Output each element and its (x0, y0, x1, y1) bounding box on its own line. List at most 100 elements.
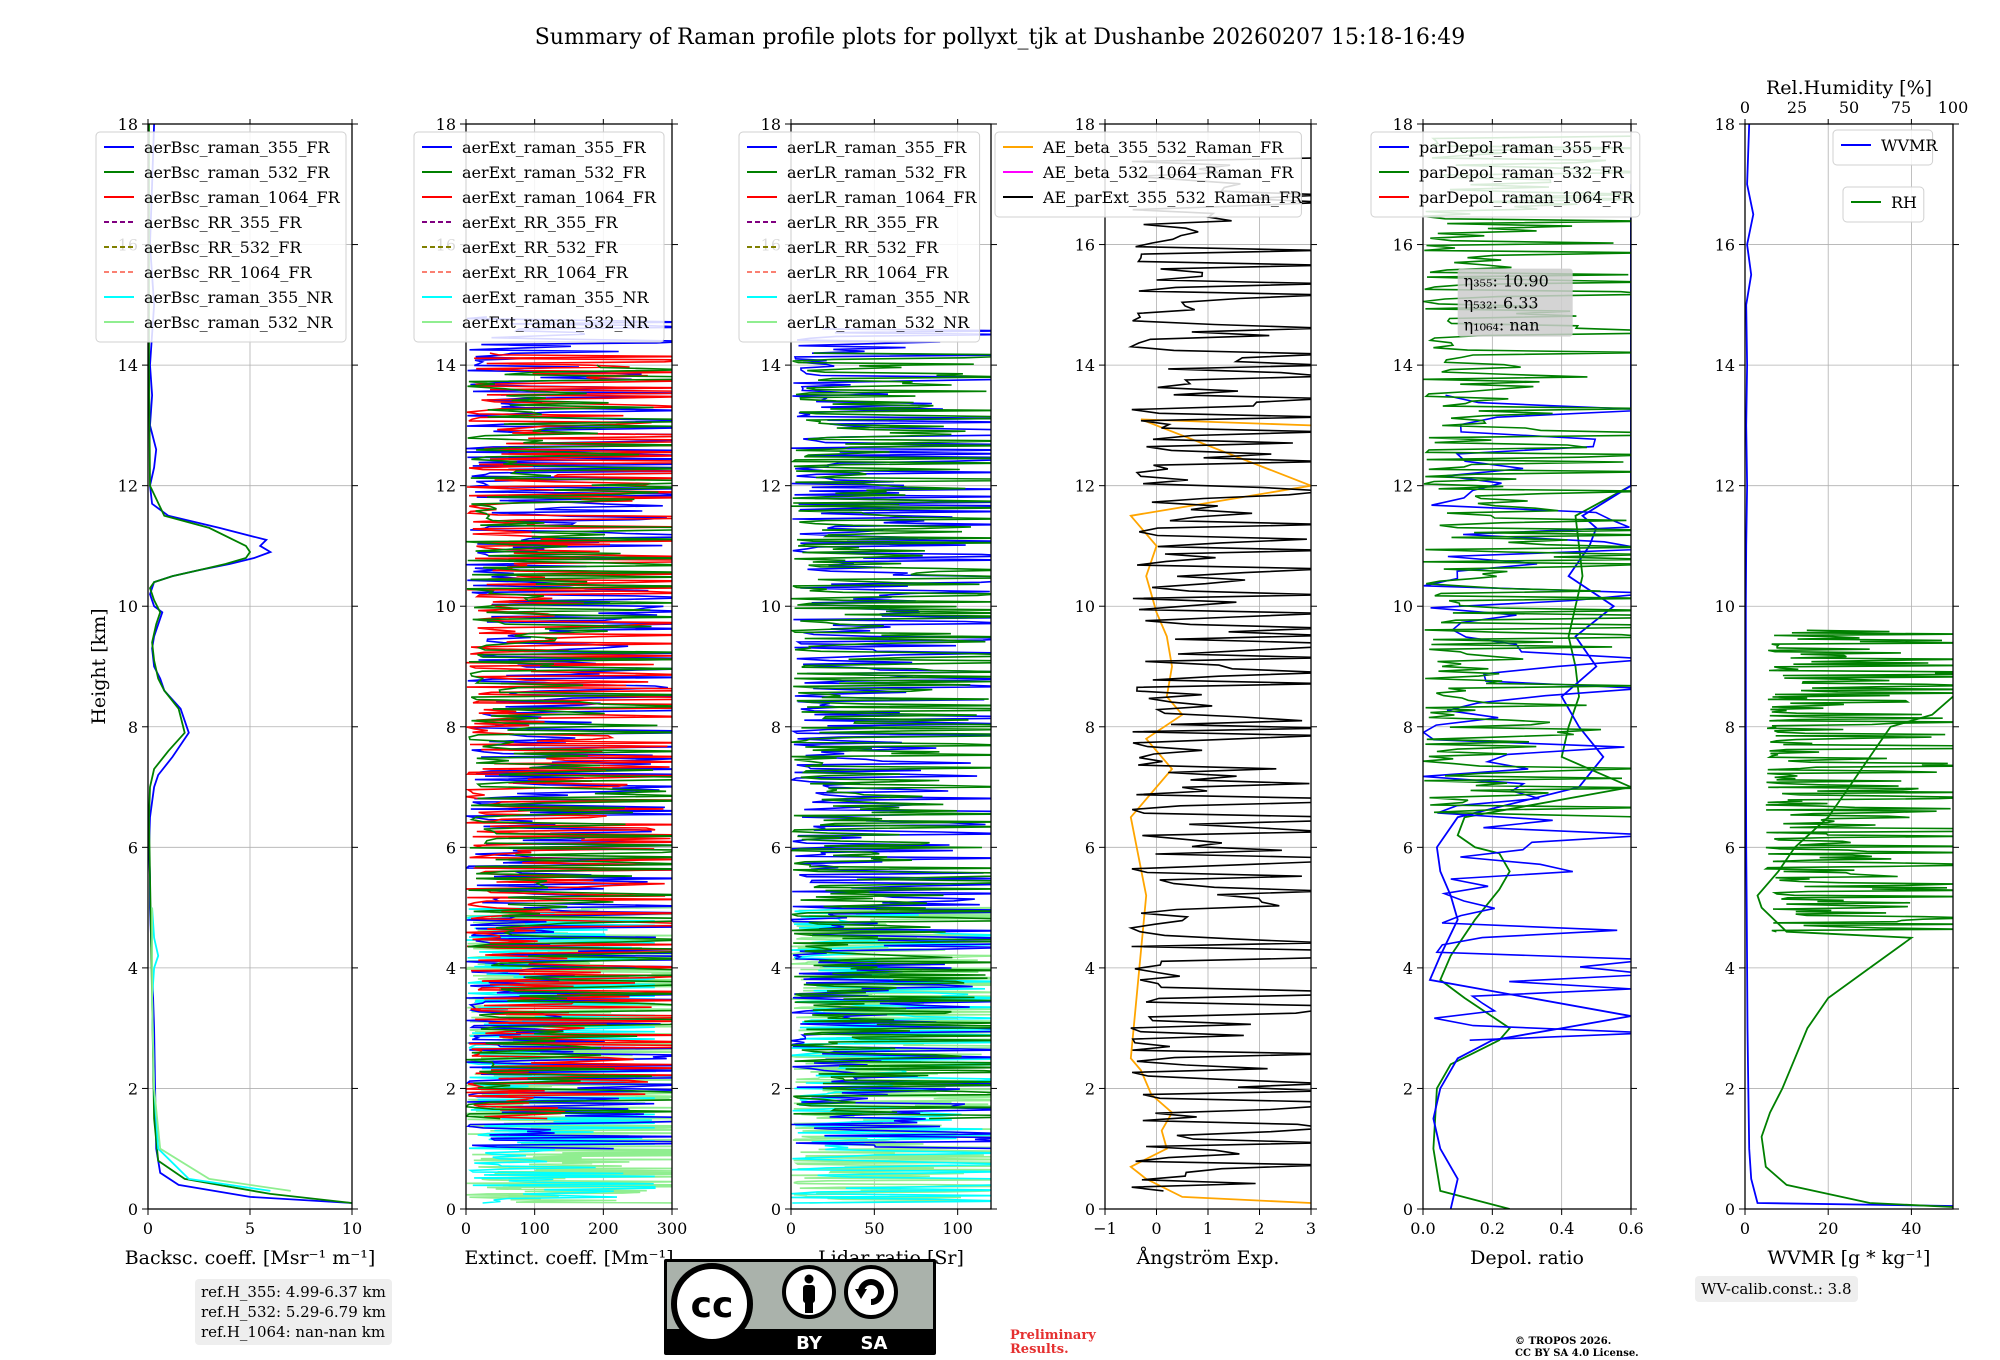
x-tick-label: 0.6 (1618, 1219, 1643, 1238)
y-tick-label: 6 (1085, 838, 1095, 857)
legend-label: aerLR_raman_355_FR (787, 138, 967, 157)
legend-label: aerLR_raman_1064_FR (787, 188, 977, 207)
series-group (1423, 135, 1631, 1209)
copyright-note: © TROPOS 2026. CC BY SA 4.0 License. (1515, 1336, 1639, 1359)
x-tick-label: 10 (342, 1219, 362, 1238)
cc-by-sa-logo: cc BY SA (664, 1259, 936, 1355)
top-x-tick-label: 25 (1787, 98, 1807, 117)
legend-box (95, 131, 347, 343)
legend-label: aerLR_RR_532_FR (787, 238, 939, 257)
x-tick-label: 0 (461, 1219, 471, 1238)
legend-box (413, 131, 665, 343)
y-tick-label: 10 (1075, 597, 1095, 616)
panel-depol: 0.0 0.2 0.4 0.6 0 2 4 6 8 10 12 14 16 18 Depol. ratio p… (1370, 115, 1644, 1269)
series-line-RH_noise (1763, 629, 1953, 933)
x-axis-label: Ångström Exp. (1136, 1247, 1280, 1269)
y-tick-label: 10 (1715, 597, 1735, 616)
y-tick-label: 16 (1075, 236, 1095, 255)
y-tick-label: 2 (128, 1079, 138, 1098)
x-tick-label: 3 (1306, 1219, 1316, 1238)
series-group (1745, 124, 1953, 1208)
series-line-aerBsc_raman_355_NR (151, 907, 271, 1192)
y-tick-label: 8 (446, 718, 456, 737)
legend-label: aerExt_RR_532_FR (462, 238, 619, 257)
legend2-box (1842, 186, 1925, 223)
y-tick-label: 14 (1715, 356, 1735, 375)
y-tick-label: 2 (771, 1079, 781, 1098)
legend-label: aerLR_raman_532_FR (787, 163, 967, 182)
y-tick-label: 18 (1393, 115, 1413, 134)
series-line-WVMR (1745, 124, 1953, 1207)
y-tick-label: 16 (1715, 236, 1735, 255)
y-tick-label: 16 (1393, 236, 1413, 255)
x-tick-label: 300 (657, 1219, 688, 1238)
x-tick-label: 0 (1151, 1219, 1161, 1238)
y-tick-label: 12 (436, 477, 456, 496)
x-tick-label: 20 (1818, 1219, 1838, 1238)
y-tick-label: 0 (1725, 1200, 1735, 1219)
ref-h-355: ref.H_355: 4.99-6.37 km (201, 1283, 386, 1301)
series-line-aerExt_raman_532_FR (466, 364, 672, 1120)
legend-label: aerExt_RR_1064_FR (462, 263, 629, 282)
series-line-parDepol_noise_532 (1423, 135, 1631, 818)
legend-label: aerLR_raman_532_NR (787, 313, 970, 332)
y-tick-label: 12 (761, 477, 781, 496)
legend-box (994, 131, 1302, 218)
series-group (1127, 157, 1311, 1204)
top-x-tick-label: 75 (1891, 98, 1911, 117)
y-tick-label: 6 (446, 838, 456, 857)
panel-bsc: 0510024681012141618Backsc. coeff. [Msr⁻¹… (88, 115, 375, 1269)
panel-lr: 050100024681012141618Lidar ratio [Sr]aer… (738, 115, 997, 1269)
y-tick-label: 14 (1393, 356, 1413, 375)
eta-355: η₃₅₅: 10.90 (1464, 272, 1549, 291)
y-tick-label: 4 (1085, 959, 1095, 978)
legend-label: aerBsc_raman_355_NR (144, 288, 333, 307)
legend-label: aerExt_RR_355_FR (462, 213, 619, 232)
y-tick-label: 4 (446, 959, 456, 978)
series-group (791, 328, 991, 1204)
y-axis-label: Height [km] (88, 608, 110, 724)
legend-label: aerBsc_raman_532_FR (144, 163, 330, 182)
y-tick-label: 14 (436, 356, 456, 375)
x-tick-label: 0 (143, 1219, 153, 1238)
x-tick-label: −1 (1093, 1219, 1117, 1238)
y-tick-label: 0 (1085, 1200, 1095, 1219)
sa-icon (844, 1265, 898, 1319)
y-tick-label: 2 (446, 1079, 456, 1098)
y-tick-label: 2 (1085, 1079, 1095, 1098)
y-tick-label: 2 (1725, 1079, 1735, 1098)
x-axis-label: Extinct. coeff. [Mm⁻¹] (464, 1247, 673, 1269)
y-tick-label: 10 (1393, 597, 1413, 616)
series-line-aerBsc_raman_532_NR (151, 907, 291, 1192)
axes-frame (790, 123, 992, 1210)
y-tick-label: 8 (1725, 718, 1735, 737)
preliminary-note: Preliminary Results. (1010, 1328, 1096, 1357)
legend-label: parDepol_raman_532_FR (1419, 163, 1625, 182)
x-tick-label: 50 (864, 1219, 884, 1238)
legend-label: aerExt_raman_1064_FR (462, 188, 657, 207)
x-tick-label: 0 (1740, 1219, 1750, 1238)
y-tick-label: 12 (1715, 477, 1735, 496)
y-tick-label: 0 (128, 1200, 138, 1219)
series-line-aerExt_raman_1064_FR (466, 352, 672, 1120)
x-tick-label: 2 (1254, 1219, 1264, 1238)
y-tick-label: 0 (1403, 1200, 1413, 1219)
x-tick-label: 100 (942, 1219, 973, 1238)
y-tick-label: 8 (128, 718, 138, 737)
y-tick-label: 2 (1403, 1079, 1413, 1098)
x-tick-label: 40 (1901, 1219, 1921, 1238)
series-line-RH (1756, 695, 1953, 1208)
top-x-tick-label: 100 (1938, 98, 1969, 117)
legend-label: aerExt_raman_355_FR (462, 138, 647, 157)
y-tick-label: 6 (1403, 838, 1413, 857)
x-tick-label: 0 (786, 1219, 796, 1238)
series-group (466, 316, 672, 1204)
x-tick-label: 1 (1203, 1219, 1213, 1238)
legend-label: aerBsc_raman_355_FR (144, 138, 330, 157)
legend-box (1370, 131, 1641, 218)
y-tick-label: 18 (436, 115, 456, 134)
ref-h-532: ref.H_532: 5.29-6.79 km (201, 1303, 386, 1321)
legend-label: aerBsc_raman_1064_FR (144, 188, 341, 207)
panel-wv: 0 20 40 0 2 4 6 8 10 12 14 16 18 WVMR [g * kg⁻¹] 0 25 50… (1715, 77, 1969, 1269)
axes-frame (465, 123, 673, 1210)
